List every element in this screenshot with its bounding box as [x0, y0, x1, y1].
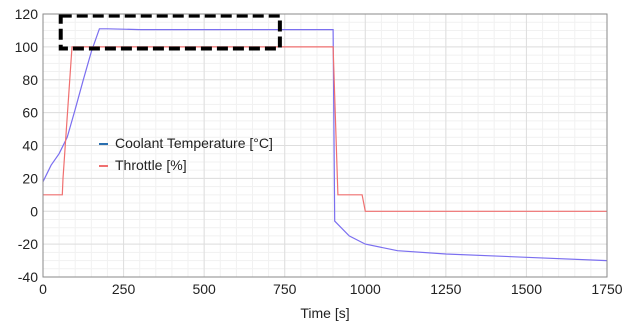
y-tick-label: -20: [18, 236, 38, 252]
series-line-coolant-temperature: [42, 28, 608, 262]
y-tick-label: 120: [15, 6, 39, 22]
legend-label: Throttle [%]: [115, 157, 187, 173]
x-tick-label: 750: [273, 281, 297, 297]
annotation: [58, 13, 282, 51]
y-tick-label: 60: [22, 105, 38, 121]
y-tick-label: 80: [22, 72, 38, 88]
axes: 0 250 500 750 1000 1250 1500 1750 -40 -20 0 20 40 60 8…: [15, 6, 623, 297]
dashed-highlight-box: [58, 13, 282, 51]
x-tick-label: 1750: [591, 281, 622, 297]
x-tick-label: 1250: [430, 281, 461, 297]
y-tick-label: -40: [18, 269, 38, 285]
plot-frame: [42, 13, 608, 278]
x-tick-label: 500: [192, 281, 216, 297]
x-tick-label: 1500: [511, 281, 542, 297]
x-tick-label: 250: [112, 281, 136, 297]
y-tick-label: 100: [15, 39, 39, 55]
x-tick-label: 1000: [350, 281, 381, 297]
y-tick-label: 20: [22, 170, 38, 186]
x-axis-title: Time [s]: [300, 305, 349, 321]
legend-label: Coolant Temperature [°C]: [115, 135, 273, 151]
y-tick-label: 40: [22, 138, 38, 154]
legend: Coolant Temperature [°C] Throttle [%]: [99, 135, 273, 173]
y-tick-label: 0: [30, 203, 38, 219]
x-tick-label: 0: [39, 281, 47, 297]
